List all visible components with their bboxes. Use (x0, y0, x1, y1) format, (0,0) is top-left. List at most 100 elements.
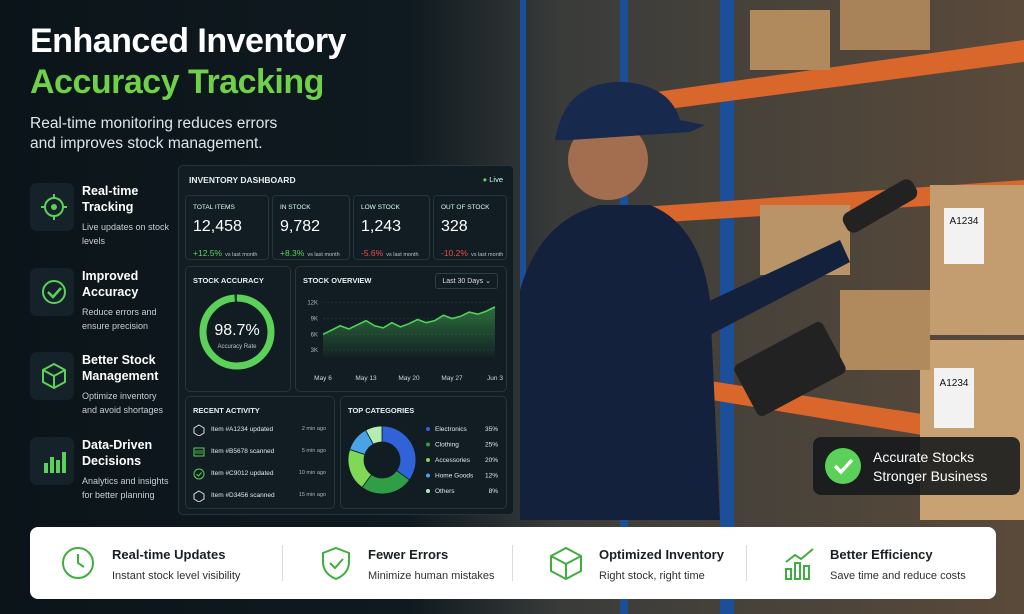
y-tick-label: 3K (311, 348, 318, 354)
legend-dot (426, 473, 430, 478)
feature-description: Analytics and insights for better planni… (82, 475, 169, 500)
activity-icon (193, 490, 205, 502)
legend-label: Clothing (435, 442, 459, 449)
activity-icon (193, 424, 205, 436)
legend-dot (426, 489, 430, 493)
footer-description: Instant stock level visibility (112, 570, 241, 582)
y-tick-label: 12K (307, 301, 318, 307)
kpi-change: -5.6% (361, 248, 384, 258)
legend-value: 35% (485, 426, 498, 433)
kpi-note: vs last month (225, 252, 258, 258)
box-label: A1234 (950, 216, 979, 227)
feature-icon (30, 183, 74, 231)
x-tick-label: May 6 (314, 375, 332, 382)
activity-icon (193, 447, 205, 457)
live-dot: ● (482, 175, 488, 184)
legend-label: Others (435, 488, 455, 495)
footer-title: Real-time Updates (112, 547, 226, 562)
gauge-value: 98.7% (214, 322, 259, 339)
legend-value: 20% (485, 457, 498, 464)
badge: Accurate Stocks Stronger Business (813, 437, 1020, 495)
line-chart: 3K 6K 9K 12K May 6 May 13 May 20 May 27 Jun 3 (307, 301, 503, 382)
feature-title: Real-time Tracking (82, 184, 139, 214)
kpi-note: vs last month (386, 252, 419, 258)
footer-title: Fewer Errors (368, 547, 449, 562)
panel-title: STOCK OVERVIEW (303, 276, 372, 285)
feature-title: Data-Driven Decisions (82, 437, 153, 468)
footer-icon (62, 547, 94, 579)
legend-value: 8% (489, 488, 499, 495)
panel-title: TOP CATEGORIES (348, 406, 415, 415)
feature-title: Better Stock Management (82, 353, 159, 383)
feature-description: Optimize inventory and avoid shortages (82, 391, 164, 415)
kpi-change-row: +8.3% vs last month (280, 243, 340, 261)
panel-title: RECENT ACTIVITY (193, 406, 260, 415)
activity-time: 15 min ago (298, 492, 326, 498)
worker (520, 81, 918, 520)
activity-text: Item #D3456 scanned (211, 492, 275, 499)
legend-dot (426, 442, 430, 447)
box-label: A1234 (940, 378, 969, 389)
box-labels: A1234 A1234 (934, 208, 984, 428)
kpi-card: LOW STOCK 1,243 -5.6% vs last month (353, 195, 430, 260)
title-line-1: Enhanced Inventory (30, 22, 346, 60)
kpi-note: vs last month (307, 252, 340, 258)
footer-description: Minimize human mistakes (368, 570, 495, 582)
kpi-change: -10.2% (441, 248, 468, 258)
footer-icon (785, 548, 814, 580)
feature-icon (30, 436, 74, 485)
footer-description: Save time and reduce costs (830, 570, 966, 582)
live-label: Live (489, 175, 503, 184)
legend-label: Electronics (435, 426, 468, 433)
footer-title: Better Efficiency (830, 547, 933, 562)
kpi-card: TOTAL ITEMS 12,458 +12.5% vs last month (185, 195, 269, 260)
kpi-value: 12,458 (193, 218, 242, 235)
area (323, 306, 495, 358)
range-selector[interactable]: Last 30 Days ⌄ (435, 273, 498, 289)
footer-icon (322, 546, 350, 581)
kpi-value: 328 (441, 218, 468, 235)
subtitle: Real-time monitoring reduces errors and … (30, 115, 278, 152)
x-tick-label: May 27 (441, 375, 463, 382)
footer-description: Right stock, right time (599, 570, 705, 582)
kpi-change-row: -5.6% vs last month (361, 243, 419, 261)
kpi-label: OUT OF STOCK (441, 204, 490, 211)
kpi-label: LOW STOCK (361, 204, 400, 211)
activity-icon (193, 468, 205, 480)
kpi-value: 9,782 (280, 218, 321, 235)
badge-icon (825, 448, 861, 484)
footer-divider (512, 545, 513, 581)
activity-time: 10 min ago (298, 470, 326, 476)
feature-description: Live updates on stock levels (82, 222, 170, 246)
footer-icon (550, 546, 582, 581)
badge-line-1: Accurate Stocks (873, 449, 975, 465)
activity-time: 5 min ago (301, 448, 326, 454)
kpi-change-row: +12.5% vs last month (193, 243, 257, 261)
footer-divider (746, 545, 747, 581)
y-tick-label: 6K (311, 332, 318, 338)
line (322, 306, 496, 336)
panel-title: STOCK ACCURACY (193, 276, 264, 285)
legend-label: Home Goods (435, 473, 474, 480)
badge-line-2: Stronger Business (873, 468, 988, 484)
feature-icon (30, 267, 74, 316)
kpi-change-row: -10.2% vs last month (441, 243, 503, 261)
kpi-note: vs last month (470, 252, 504, 258)
legend-dot (426, 458, 430, 462)
y-tick-label: 9K (311, 316, 318, 322)
title-line-2: Accuracy Tracking (30, 63, 324, 101)
gauge-arc (199, 294, 275, 370)
x-tick-label: May 13 (355, 375, 377, 382)
footer-bar (30, 527, 996, 599)
range-label: Last 30 Days (442, 278, 484, 285)
donut-chart: Electronics 35% Clothing 25% Accessories 20% H… (347, 425, 499, 495)
gauge: 98.7% Accuracy Rate (199, 294, 275, 370)
feature-title: Improved Accuracy (82, 268, 139, 299)
feature-icon (30, 352, 74, 400)
activity-text: Item #C9012 updated (211, 470, 274, 477)
live-status: ● Live (483, 175, 503, 184)
kpi-card: IN STOCK 9,782 +8.3% vs last month (272, 195, 350, 260)
legend-value: 25% (485, 442, 498, 449)
x-tick-label: Jun 3 (487, 375, 503, 382)
footer-title: Optimized Inventory (599, 547, 724, 562)
